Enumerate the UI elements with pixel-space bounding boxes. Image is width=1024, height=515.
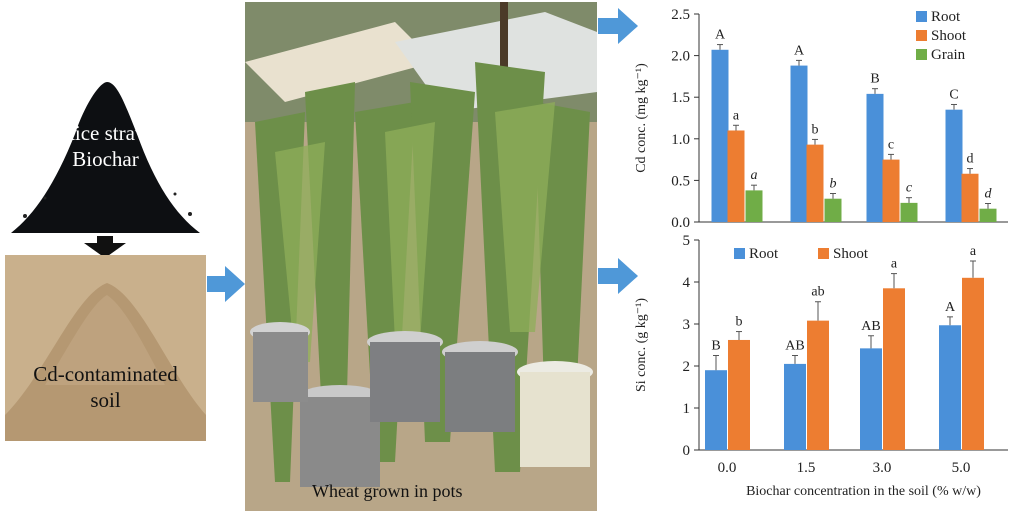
bar-shoot bbox=[806, 144, 824, 222]
y-tick-label: 2.5 bbox=[671, 7, 690, 23]
y-tick-label: 1.0 bbox=[671, 132, 690, 148]
y-tick-label: 1.5 bbox=[671, 90, 690, 106]
significance-letter: a bbox=[733, 108, 740, 123]
y-tick-label: 4 bbox=[683, 275, 691, 291]
x-tick-label: 0.0 bbox=[718, 460, 737, 476]
legend-swatch-shoot bbox=[818, 248, 829, 259]
significance-letter: d bbox=[985, 186, 993, 201]
significance-letter: a bbox=[751, 168, 758, 183]
x-tick-label: 5.0 bbox=[952, 460, 971, 476]
bar-grain bbox=[900, 202, 918, 222]
significance-letter: ab bbox=[811, 285, 824, 300]
legend-swatch-root bbox=[734, 248, 745, 259]
bar-root bbox=[939, 325, 961, 450]
significance-letter: B bbox=[711, 339, 720, 354]
significance-letter: b bbox=[830, 177, 837, 192]
legend-label-root: Root bbox=[749, 246, 779, 262]
right-arrow-icon bbox=[598, 258, 638, 294]
y-axis-label: Cd conc. (mg kg⁻¹) bbox=[634, 63, 649, 173]
bar-root bbox=[945, 109, 963, 222]
significance-letter: A bbox=[715, 28, 726, 43]
significance-letter: C bbox=[949, 87, 958, 102]
legend-label-grain: Grain bbox=[931, 47, 966, 63]
bar-shoot bbox=[962, 277, 984, 450]
soil-label-line-2: soil bbox=[90, 388, 121, 412]
significance-letter: c bbox=[906, 181, 913, 196]
legend-label-shoot: Shoot bbox=[931, 28, 967, 44]
y-tick-label: 3 bbox=[683, 317, 691, 333]
bar-grain bbox=[824, 198, 842, 222]
bar-shoot bbox=[727, 130, 745, 222]
biochar-label: Rice straw Biochar bbox=[5, 120, 206, 172]
bar-root bbox=[784, 363, 806, 450]
soil-photo: Cd-contaminated soil bbox=[5, 255, 206, 441]
x-axis-label: Biochar concentration in the soil (% w/w… bbox=[746, 484, 981, 499]
biochar-label-line-1: Rice straw bbox=[60, 121, 151, 145]
significance-letter: AB bbox=[785, 339, 804, 354]
cd-chart: 0.0 0.5 1.0 1.5 2.0 2.5 Cd conc. (mg kg⁻¹) A A B C… bbox=[634, 7, 1008, 231]
significance-letter: a bbox=[970, 244, 977, 259]
x-tick-label: 3.0 bbox=[873, 460, 892, 476]
bar-grain bbox=[979, 208, 997, 222]
y-tick-label: 0.5 bbox=[671, 173, 690, 189]
legend-label-root: Root bbox=[931, 9, 961, 25]
significance-letter: AB bbox=[861, 319, 880, 334]
significance-letter: A bbox=[945, 300, 956, 315]
bar-shoot bbox=[961, 173, 979, 222]
x-tick-label: 1.5 bbox=[797, 460, 816, 476]
y-tick-label: 2.0 bbox=[671, 49, 690, 65]
y-tick-label: 5 bbox=[683, 233, 691, 249]
biochar-photo: Rice straw Biochar bbox=[5, 64, 206, 233]
y-axis-label: Si conc. (g kg⁻¹) bbox=[634, 298, 649, 392]
biochar-label-line-2: Biochar bbox=[72, 147, 139, 171]
right-arrow-icon bbox=[207, 266, 245, 302]
bar-shoot bbox=[807, 320, 829, 450]
significance-letter: B bbox=[870, 72, 879, 87]
bar-shoot bbox=[882, 159, 900, 222]
legend-swatch-shoot bbox=[916, 30, 927, 41]
bar-grain bbox=[745, 190, 763, 222]
bar-root bbox=[711, 49, 729, 222]
significance-letter: a bbox=[891, 257, 898, 272]
soil-label: Cd-contaminated soil bbox=[5, 361, 206, 413]
bar-root bbox=[790, 65, 808, 222]
right-arrow-icon bbox=[598, 8, 638, 44]
significance-letter: c bbox=[888, 137, 894, 152]
significance-letter: A bbox=[794, 43, 805, 58]
bar-root bbox=[705, 370, 727, 450]
wheat-photo bbox=[245, 2, 597, 511]
y-tick-label: 0 bbox=[683, 443, 691, 459]
y-tick-label: 2 bbox=[683, 359, 691, 375]
bar-root bbox=[860, 348, 882, 450]
y-tick-label: 0.0 bbox=[671, 215, 690, 231]
significance-letter: d bbox=[967, 152, 974, 167]
down-arrow-icon bbox=[84, 236, 126, 258]
soil-label-line-1: Cd-contaminated bbox=[33, 362, 178, 386]
significance-letter: b bbox=[812, 122, 819, 137]
legend-label-shoot: Shoot bbox=[833, 246, 869, 262]
legend-swatch-grain bbox=[916, 49, 927, 60]
bar-shoot bbox=[728, 339, 750, 450]
bar-shoot bbox=[883, 288, 905, 450]
y-tick-label: 1 bbox=[683, 401, 691, 417]
bar-root bbox=[866, 93, 884, 222]
legend-swatch-root bbox=[916, 11, 927, 22]
si-chart: 0 1 2 3 4 5 Si conc. (g kg⁻¹) B AB AB Ab ab a a 0.0 1.5… bbox=[634, 233, 1008, 499]
wheat-label: Wheat grown in pots bbox=[312, 481, 463, 501]
significance-letter: b bbox=[736, 315, 743, 330]
